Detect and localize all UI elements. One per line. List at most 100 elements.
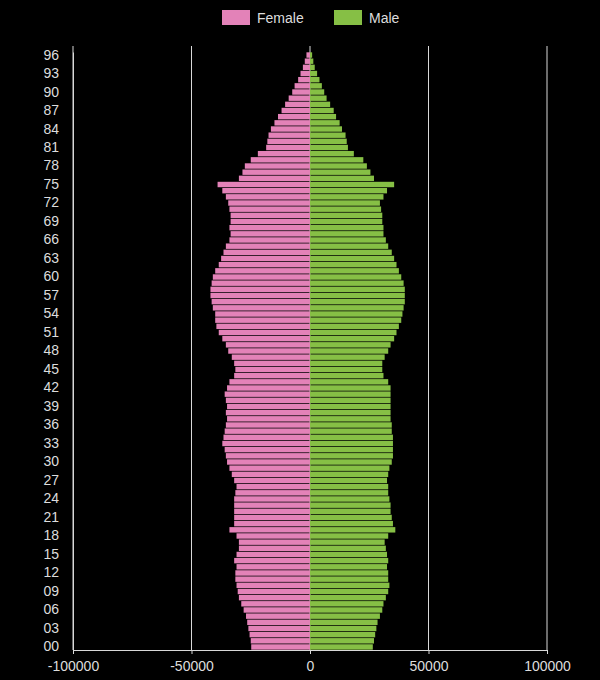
bar (310, 293, 405, 298)
y-tick: 54 (43, 305, 73, 321)
bar (310, 305, 404, 310)
bar (310, 287, 405, 292)
bar (310, 490, 388, 495)
bar (237, 533, 310, 538)
bar (310, 447, 393, 452)
y-tick-label: 21 (43, 509, 59, 525)
bar (310, 102, 330, 107)
bar (310, 169, 370, 174)
bar (310, 632, 375, 637)
bar (234, 496, 310, 501)
y-tick: 87 (43, 102, 73, 118)
bar (258, 151, 310, 156)
bar (310, 607, 382, 612)
bar (310, 379, 388, 384)
bar (221, 256, 310, 261)
bar (241, 601, 310, 606)
bar (310, 422, 392, 427)
bar (310, 317, 401, 322)
bar (310, 428, 392, 433)
bar (227, 459, 310, 464)
bar (310, 243, 388, 248)
bar (310, 132, 346, 137)
bar (237, 484, 310, 489)
bar (310, 206, 381, 211)
bar (213, 274, 310, 279)
chart: -100000-50000050000100000000306091215182… (0, 0, 600, 680)
bar (310, 89, 324, 94)
bar (310, 225, 383, 230)
bar (246, 613, 310, 618)
bar (215, 268, 310, 273)
bar (310, 570, 388, 575)
legend-label: Female (257, 10, 304, 26)
y-tick: 45 (43, 361, 73, 377)
bar (213, 305, 310, 310)
y-tick-label: 48 (43, 342, 59, 358)
x-tick-mark (547, 650, 548, 654)
bar (310, 219, 382, 224)
y-tick: 81 (43, 139, 73, 155)
bar (229, 225, 310, 230)
x-axis: -100000-50000050000100000 (48, 650, 571, 674)
y-axis-line (73, 53, 74, 651)
bar (310, 268, 399, 273)
bar (310, 213, 382, 218)
bar (310, 435, 393, 440)
bar (310, 250, 392, 255)
bar (301, 71, 310, 76)
bar (298, 77, 310, 82)
bar (215, 317, 310, 322)
y-tick-label: 66 (43, 231, 59, 247)
bar (234, 373, 310, 378)
bar (310, 71, 317, 76)
bar (310, 182, 394, 187)
bar (231, 219, 310, 224)
bar (231, 231, 310, 236)
bar (242, 169, 310, 174)
bar (227, 404, 310, 409)
bar (305, 58, 310, 63)
bar (215, 311, 310, 316)
y-tick: 03 (43, 620, 73, 636)
bar (310, 262, 397, 267)
bar (310, 404, 391, 409)
bar (310, 441, 393, 446)
bar (226, 342, 310, 347)
x-axis-line (74, 651, 548, 655)
y-tick-label: 00 (43, 638, 59, 654)
bar (234, 509, 310, 514)
bar (310, 478, 387, 483)
y-tick: 72 (43, 194, 73, 210)
bar (226, 194, 310, 199)
bar (310, 163, 367, 168)
bar (310, 502, 391, 507)
bar (310, 83, 322, 88)
y-tick: 63 (43, 250, 73, 266)
bar (310, 367, 382, 372)
grid (73, 46, 547, 650)
legend: FemaleMale (222, 10, 400, 26)
bar (251, 638, 310, 643)
bar (266, 145, 310, 150)
bar (239, 595, 310, 600)
bar (223, 435, 310, 440)
bar (235, 576, 310, 581)
bar (282, 108, 310, 113)
y-tick-label: 09 (43, 583, 59, 599)
y-tick: 21 (43, 509, 73, 525)
bar (310, 145, 348, 150)
bar (310, 564, 387, 569)
y-tick: 57 (43, 287, 73, 303)
legend-swatch (222, 10, 250, 25)
bar (310, 576, 388, 581)
bar (310, 114, 336, 119)
x-tick-label: -50000 (170, 658, 214, 674)
y-tick-label: 90 (43, 83, 59, 99)
bar (234, 515, 310, 520)
x-tick-mark (310, 650, 311, 654)
bar (222, 336, 310, 341)
bar (310, 595, 386, 600)
bar (310, 58, 313, 63)
bar (226, 410, 310, 415)
